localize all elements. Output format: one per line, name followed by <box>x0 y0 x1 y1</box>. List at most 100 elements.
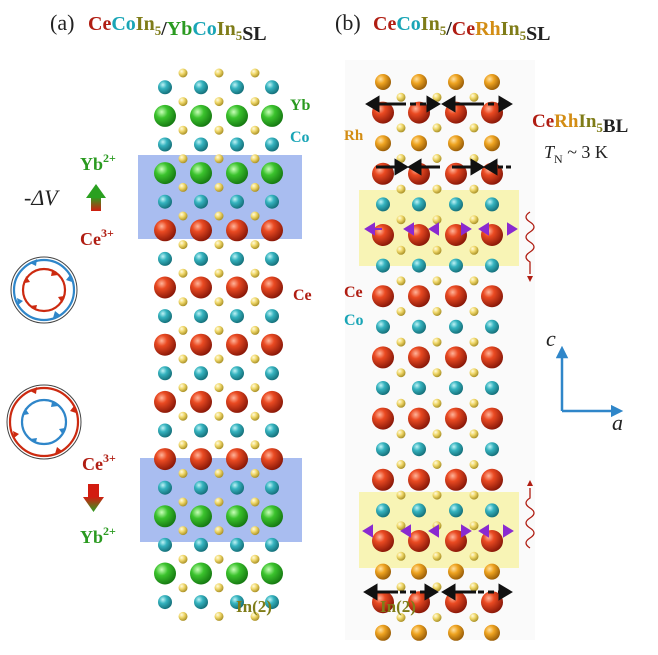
in-atom <box>214 554 224 564</box>
co-atom <box>230 194 244 209</box>
axis-a-label: a <box>612 410 623 435</box>
co-atom <box>265 251 279 266</box>
ce-atom <box>481 468 503 491</box>
ce-atom <box>261 448 283 471</box>
ce-ion-label-top: Ce3+ <box>80 226 114 249</box>
rh-atom <box>448 74 464 90</box>
in-atom <box>178 468 188 478</box>
rh-atom <box>484 135 500 152</box>
yb-atom-label: Yb <box>290 97 311 114</box>
in-atom <box>214 268 224 278</box>
volume-up-arrow-icon <box>86 184 106 211</box>
ce-atom <box>154 448 176 471</box>
in-atom <box>469 184 479 194</box>
in-atom <box>214 468 224 478</box>
in-atom <box>250 211 260 221</box>
in-atom <box>178 297 188 307</box>
co-atom <box>194 537 208 552</box>
co-atom <box>449 503 463 518</box>
ce-atom <box>408 346 430 369</box>
yb-atom <box>154 505 176 528</box>
co-atom <box>265 480 279 495</box>
ce-atom <box>372 468 394 491</box>
ce-atom <box>226 333 248 356</box>
ce-atom <box>372 285 394 308</box>
co-atom <box>194 194 208 209</box>
in-atom <box>178 97 188 107</box>
in-atom <box>469 551 479 561</box>
co-atom <box>158 80 172 95</box>
co-atom <box>158 194 172 209</box>
in-atom <box>178 182 188 192</box>
co-atom <box>449 197 463 212</box>
ce-atom <box>261 390 283 413</box>
in-atom <box>250 240 260 250</box>
in-atom <box>432 368 442 378</box>
in-atom <box>396 582 406 592</box>
ce-atom-label-a: Ce <box>293 287 312 304</box>
rh-atom <box>484 563 500 580</box>
rh-atom <box>484 624 500 641</box>
in-atom <box>178 268 188 278</box>
co-atom <box>158 309 172 324</box>
ce-atom <box>154 390 176 413</box>
rh-atom-label: Rh <box>344 128 364 144</box>
in-atom <box>250 497 260 507</box>
in-atom <box>469 215 479 225</box>
in-atom <box>469 92 479 102</box>
co-atom <box>158 251 172 266</box>
in-atom <box>250 411 260 421</box>
ce-atom <box>190 333 212 356</box>
rh-atom <box>448 563 464 580</box>
ce-atom <box>190 219 212 242</box>
in-atom <box>396 521 406 531</box>
in-atom <box>396 123 406 133</box>
in-atom <box>432 613 442 622</box>
in-atom <box>250 468 260 478</box>
in-atom <box>250 97 260 107</box>
ce-atom <box>445 346 467 369</box>
co-atom-label-a: Co <box>290 129 310 146</box>
in-atom <box>469 307 479 316</box>
co-atom <box>194 480 208 495</box>
co-atom <box>230 309 244 324</box>
in-atom <box>250 526 260 536</box>
co-atom <box>412 503 426 518</box>
co-atom <box>194 423 208 438</box>
rh-atom <box>375 624 391 641</box>
volume-down-arrow-icon <box>83 484 104 512</box>
in-atom <box>396 368 406 378</box>
yb-atom <box>190 104 212 127</box>
co-atom <box>265 537 279 552</box>
in-atom <box>469 337 479 347</box>
ce-atom <box>408 407 430 430</box>
in-atom <box>250 325 260 335</box>
in-atom <box>432 398 442 408</box>
co-atom <box>230 537 244 552</box>
in-atom <box>250 154 260 164</box>
ce-atom <box>190 276 212 299</box>
co-atom <box>230 480 244 495</box>
ce-atom <box>154 276 176 299</box>
ce-atom <box>481 591 503 614</box>
in-atom <box>214 611 224 621</box>
ce-atom <box>226 276 248 299</box>
in2-atom-label-a: In(2) <box>236 597 272 616</box>
co-atom <box>265 366 279 381</box>
in-atom <box>396 490 406 500</box>
in-atom <box>178 526 188 536</box>
co-atom <box>485 197 499 212</box>
in-atom <box>214 325 224 335</box>
ce-atom <box>481 285 503 308</box>
co-atom <box>265 423 279 438</box>
ce-atom <box>408 468 430 491</box>
in-atom <box>432 276 442 286</box>
in-atom <box>250 583 260 593</box>
wave-icon-top <box>525 211 535 274</box>
co-atom <box>485 442 499 457</box>
ce-atom <box>261 333 283 356</box>
yb-atom <box>154 162 176 185</box>
ce-atom <box>190 448 212 471</box>
co-atom <box>194 595 208 610</box>
in-atom <box>469 245 479 255</box>
